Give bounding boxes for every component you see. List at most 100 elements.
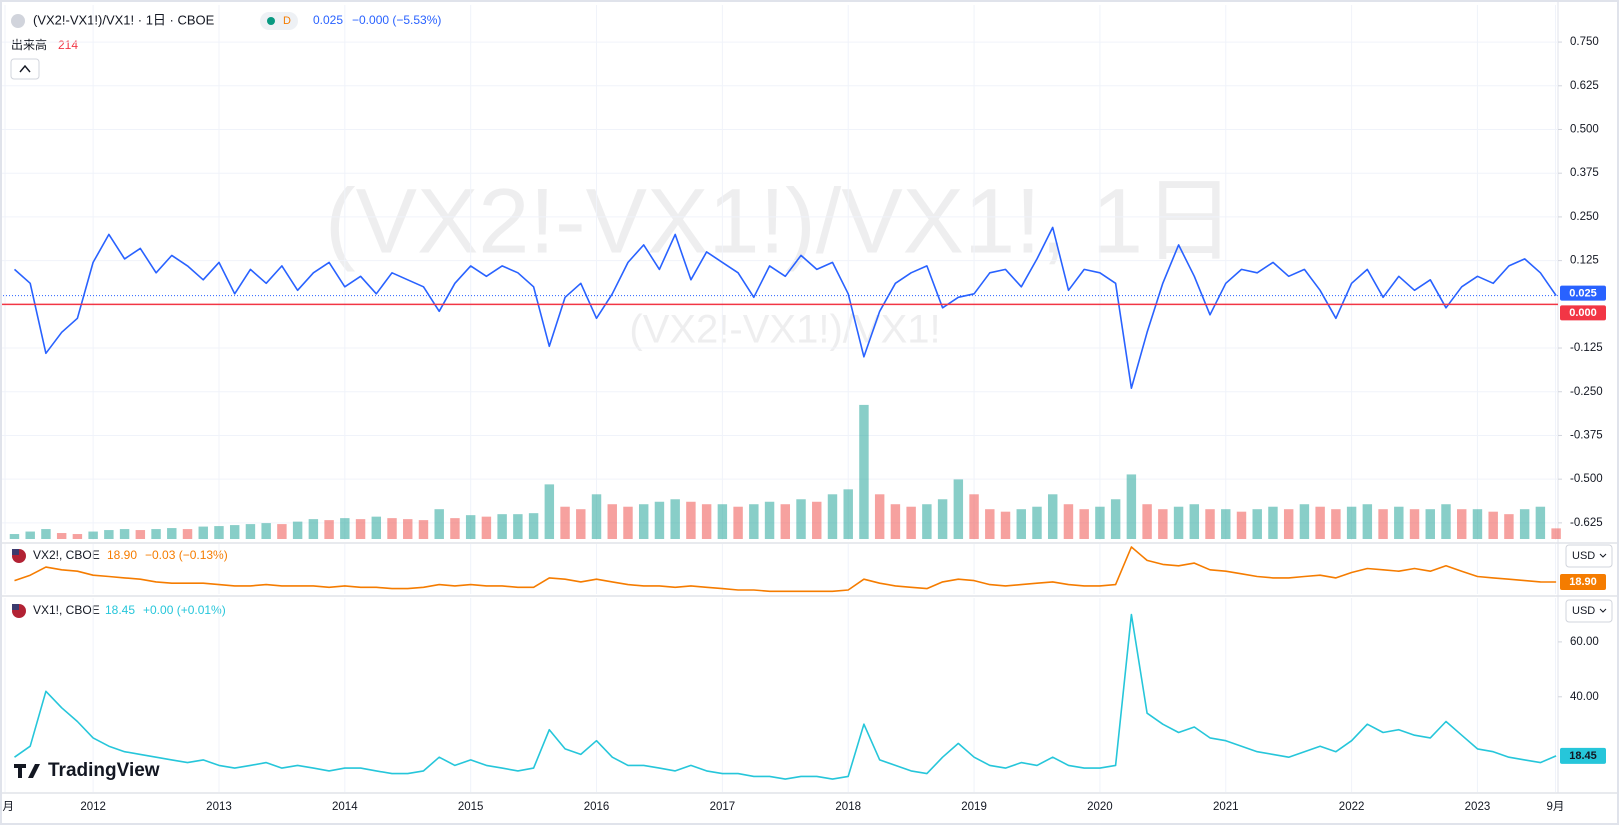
volume-bar <box>528 513 539 539</box>
y-tick-label: -0.500 <box>1570 473 1603 485</box>
volume-bar <box>25 531 35 539</box>
vx1-change: +0.00 (+0.01%) <box>143 603 226 617</box>
y-tick-label: -0.375 <box>1570 429 1603 441</box>
volume-bar <box>1504 514 1514 539</box>
volume-bar <box>1047 494 1058 539</box>
currency-button[interactable] <box>1565 599 1613 623</box>
x-tick-label: 2020 <box>1087 801 1113 813</box>
vx2-name[interactable]: VX2!, CBOE <box>33 548 100 562</box>
watermark: (VX2!-VX1!)/VX1!, 1日 <box>325 170 1235 272</box>
volume-bar <box>1032 506 1042 539</box>
x-tick-label: 2013 <box>206 801 232 813</box>
x-tick-label: 2016 <box>584 801 610 813</box>
series-line <box>14 613 1557 780</box>
volume-bar <box>104 530 114 539</box>
x-tick-label: 9月 <box>1547 801 1565 813</box>
y-tick-label: -0.125 <box>1570 342 1603 354</box>
volume-bar <box>874 494 885 539</box>
volume-bar <box>1236 511 1247 539</box>
volume-bar <box>1409 509 1420 539</box>
vx1-name[interactable]: VX1!, CBOE <box>33 603 100 617</box>
volume-bar <box>1362 504 1373 539</box>
brand-logo <box>14 764 40 778</box>
price-box <box>1560 285 1606 301</box>
volume-bar <box>1488 511 1498 539</box>
y-tick-label: 0.750 <box>1570 36 1599 48</box>
volume-bar <box>1472 509 1483 539</box>
volume-bar <box>355 519 366 539</box>
flag-canton <box>12 549 19 555</box>
volume-bar <box>418 520 429 539</box>
x-tick-label: 2015 <box>458 801 484 813</box>
volume-bar <box>1142 504 1152 539</box>
y-tick-label: 0.500 <box>1570 124 1599 136</box>
volume-bar <box>890 504 901 539</box>
volume-bar <box>686 501 696 539</box>
volume-bar <box>591 494 602 539</box>
volume-value: 214 <box>58 38 78 52</box>
volume-bar <box>1535 506 1546 539</box>
volume-bar <box>937 499 948 539</box>
x-tick-label: 2021 <box>1213 801 1239 813</box>
volume-bar <box>387 518 397 539</box>
y-tick-label: -0.625 <box>1570 517 1603 529</box>
vx1-last: 18.45 <box>105 603 135 617</box>
volume-bar <box>1079 509 1089 539</box>
volume-bar <box>245 524 256 539</box>
volume-bar <box>1221 509 1231 539</box>
volume-bar <box>638 504 649 539</box>
y-tick-label: 0.125 <box>1570 255 1599 267</box>
x-tick-label: 2019 <box>961 801 987 813</box>
chevron <box>1599 608 1607 613</box>
volume-bar <box>72 534 83 539</box>
x-tick-label: 2022 <box>1339 801 1365 813</box>
volume-bar <box>292 521 303 539</box>
last-value: 0.025 <box>313 13 343 27</box>
price-box-label: 0.025 <box>1569 287 1597 299</box>
volume-bar <box>623 506 633 539</box>
volume-bar <box>465 515 476 539</box>
price-box-label: 0.000 <box>1569 307 1597 319</box>
volume-bar <box>151 529 161 539</box>
volume-bar <box>1551 528 1561 539</box>
volume-bar <box>513 514 523 539</box>
collapse-button[interactable] <box>10 58 40 80</box>
volume-bar <box>733 506 743 539</box>
x-tick-label: 2017 <box>710 801 736 813</box>
price-box-label: 18.45 <box>1569 750 1597 762</box>
volume-bar <box>214 526 224 539</box>
flag-canton <box>12 604 19 610</box>
chevron <box>1599 553 1607 558</box>
volume-bar <box>1016 509 1026 539</box>
volume-bar <box>969 494 979 539</box>
symbol-icon <box>11 14 25 28</box>
volume-bar <box>1252 509 1262 539</box>
volume-bar <box>229 525 240 539</box>
volume-bar <box>135 530 146 539</box>
volume-bar <box>843 489 853 539</box>
volume-bar <box>764 501 775 539</box>
volume-bar <box>1346 506 1357 539</box>
currency: USD <box>1572 550 1595 562</box>
y-tick-label: 0.375 <box>1570 167 1599 179</box>
series-line <box>14 546 1557 593</box>
price-box-label: 18.90 <box>1569 576 1597 588</box>
collapse-icon <box>19 64 31 73</box>
volume-bar <box>119 529 130 539</box>
volume-bar <box>654 501 665 539</box>
volume-bar <box>780 504 791 539</box>
x-tick-label: 2023 <box>1465 801 1491 813</box>
x-tick-label: 5月 <box>0 801 14 813</box>
volume-bar <box>497 514 507 539</box>
change: −0.000 (−5.53%) <box>352 13 441 27</box>
volume-bar <box>576 509 586 539</box>
currency-button[interactable] <box>1565 544 1613 568</box>
volume-bar <box>560 506 570 539</box>
x-tick-label: 2012 <box>80 801 106 813</box>
volume-bar <box>340 518 350 539</box>
volume-bar <box>434 509 444 539</box>
main-title[interactable]: (VX2!-VX1!)/VX1! · 1日 · CBOE <box>33 12 215 27</box>
vx2-change: −0.03 (−0.13%) <box>145 548 228 562</box>
